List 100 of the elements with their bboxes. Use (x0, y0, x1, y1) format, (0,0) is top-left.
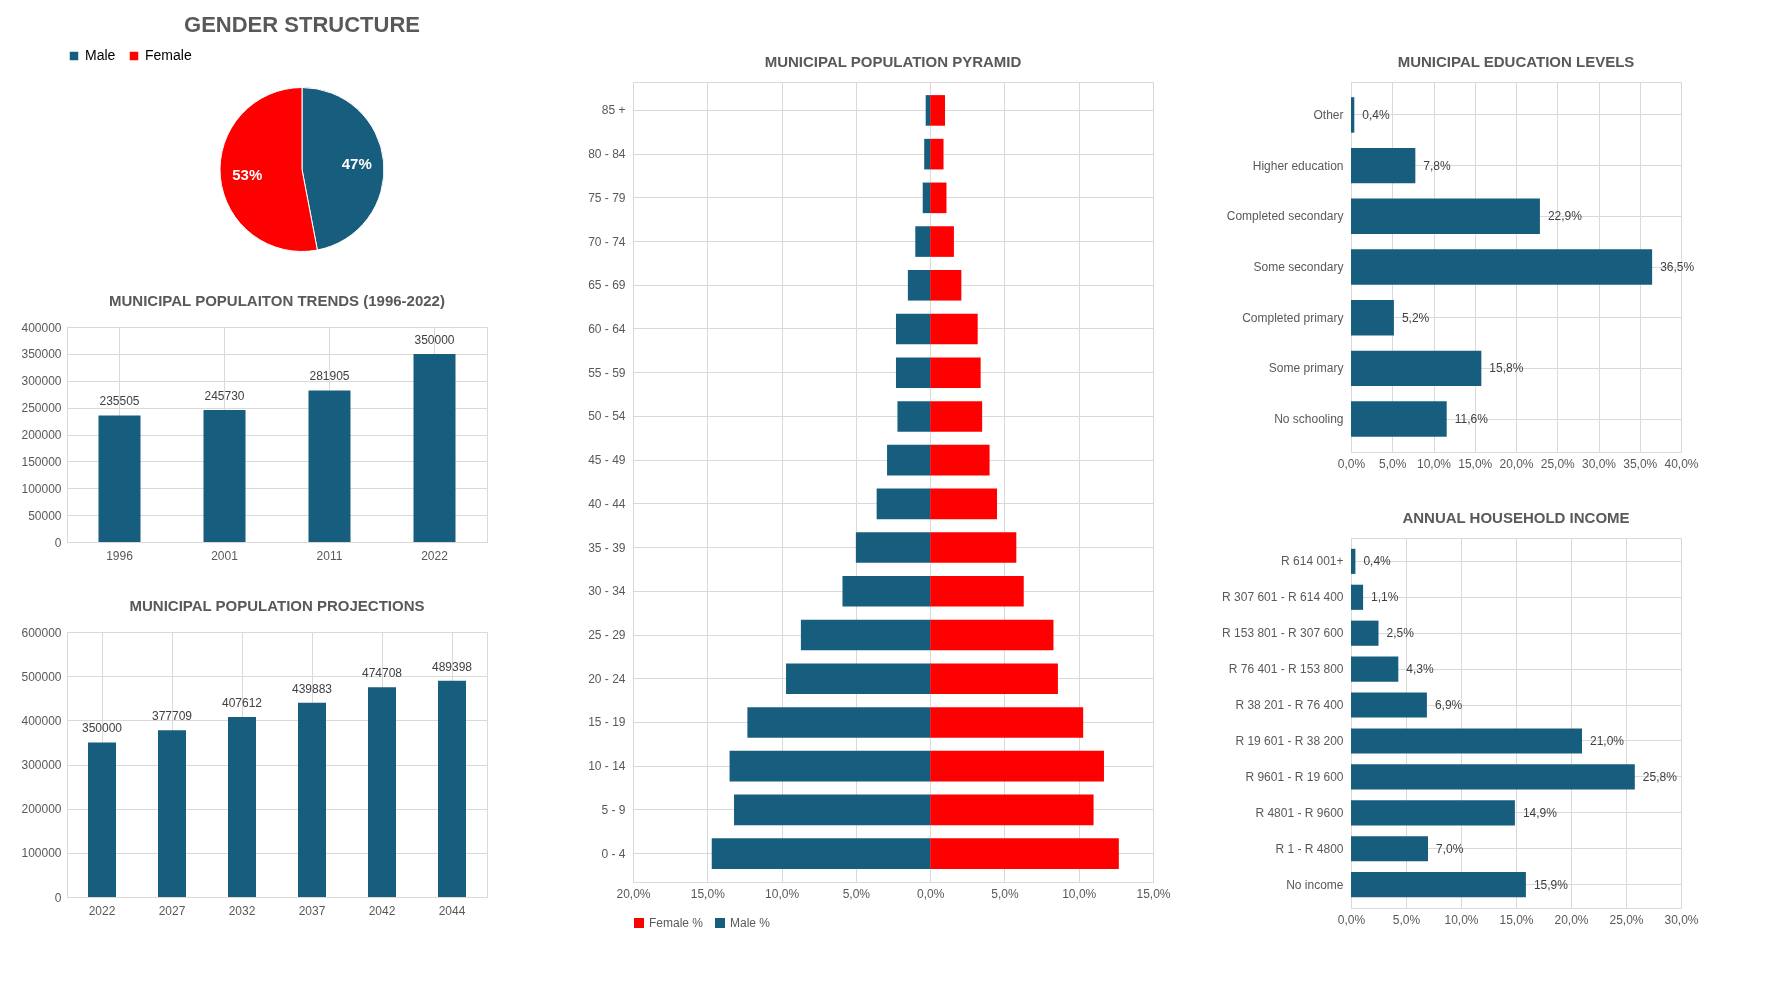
y-tick-label: 40 - 44 (588, 496, 626, 511)
x-tick-label: 2027 (158, 903, 186, 918)
chart-title: MUNICIPAL EDUCATION LEVELS (1397, 53, 1635, 70)
y-tick-label: 35 - 39 (588, 540, 626, 555)
data-label: 21,0% (1590, 733, 1625, 748)
bar (887, 444, 931, 476)
y-tick-label: 200000 (21, 802, 62, 817)
data-label: 15,8% (1489, 361, 1524, 376)
bar (298, 702, 326, 897)
y-tick-label: Some primary (1268, 361, 1344, 376)
y-tick-label: 600000 (21, 625, 62, 640)
x-tick-label: 0,0% (916, 886, 945, 901)
y-tick-label: 75 - 79 (588, 190, 626, 205)
bar (930, 226, 954, 257)
bar (786, 663, 931, 695)
y-tick-label: 350000 (21, 347, 62, 362)
legend-label: Female % (649, 916, 704, 930)
bar (930, 750, 1104, 782)
y-tick-label: 0 (54, 890, 62, 905)
bar (930, 95, 945, 126)
x-tick-label: 10,0% (765, 886, 800, 901)
x-tick-label: 5,0% (842, 886, 871, 901)
bar (1351, 620, 1379, 646)
bar (907, 269, 931, 301)
bar (88, 742, 116, 897)
bar (925, 95, 931, 126)
bar (1351, 548, 1356, 574)
y-tick-label: R 9601 - R 19 600 (1245, 769, 1344, 784)
bar (1351, 249, 1653, 285)
y-tick-label: 50 - 54 (588, 409, 626, 424)
y-tick-label: 400000 (21, 320, 62, 335)
data-label: 53% (232, 165, 263, 183)
y-tick-label: 0 (54, 535, 62, 550)
y-tick-label: No income (1286, 877, 1344, 892)
y-tick-label: 150000 (21, 454, 62, 469)
y-tick-label: R 19 601 - R 38 200 (1235, 733, 1344, 748)
x-tick-label: 1996 (106, 548, 134, 563)
bar (1351, 728, 1582, 754)
y-tick-label: Some secondary (1253, 260, 1344, 274)
bar (308, 390, 351, 542)
bar (1351, 836, 1428, 862)
bar (930, 707, 1084, 738)
bar (895, 313, 931, 345)
x-tick-label: 25,0% (1609, 912, 1644, 927)
bar (924, 138, 931, 170)
bar (930, 313, 978, 345)
bar (1351, 401, 1447, 437)
data-label: 0,4% (1362, 107, 1390, 122)
x-tick-label: 2011 (316, 548, 343, 563)
x-tick-label: 10,0% (1444, 912, 1479, 927)
y-tick-label: R 76 401 - R 153 800 (1228, 662, 1344, 677)
y-tick-label: 10 - 14 (588, 759, 626, 774)
bar (1351, 97, 1355, 133)
bar (1351, 198, 1540, 235)
data-label: 350000 (414, 332, 455, 347)
x-tick-label: 30,0% (1581, 456, 1617, 471)
legend-label: Male % (730, 916, 771, 930)
y-tick-label: 80 - 84 (588, 147, 626, 162)
y-tick-label: R 153 801 - R 307 600 (1222, 626, 1344, 641)
x-tick-label: 0,0% (1337, 912, 1366, 927)
y-tick-label: 50000 (28, 508, 62, 523)
x-tick-label: 0,0% (1337, 456, 1366, 471)
y-tick-label: R 614 001+ (1281, 554, 1344, 569)
data-label: 439883 (291, 681, 333, 696)
data-label: 235505 (99, 394, 140, 409)
y-tick-label: 0 - 4 (601, 846, 626, 861)
data-label: 22,9% (1547, 209, 1583, 224)
data-label: 5,2% (1401, 310, 1430, 325)
y-tick-label: 300000 (21, 374, 62, 389)
bar (228, 716, 256, 897)
data-label: 474708 (361, 666, 403, 681)
bar (158, 730, 186, 897)
x-tick-label: 15,0% (690, 886, 726, 901)
y-tick-label: 400000 (21, 713, 62, 728)
x-tick-label: 15,0% (1458, 456, 1493, 471)
y-tick-label: No schooling (1274, 412, 1344, 427)
bar (1351, 692, 1427, 718)
x-tick-label: 20,0% (1499, 456, 1534, 471)
bar (897, 401, 931, 432)
y-tick-label: Completed primary (1242, 310, 1344, 325)
x-tick-label: 2044 (438, 903, 466, 918)
x-tick-label: 5,0% (1379, 456, 1407, 471)
bar (1351, 872, 1526, 898)
bar (711, 838, 931, 869)
bar (855, 532, 931, 563)
x-tick-label: 2037 (298, 903, 326, 918)
bar (930, 401, 983, 432)
bar (930, 444, 990, 476)
y-tick-label: Higher education (1252, 158, 1344, 173)
y-tick-label: 500000 (21, 669, 62, 684)
y-tick-label: 25 - 29 (588, 628, 626, 643)
bar (1351, 584, 1364, 610)
y-tick-label: R 307 601 - R 614 400 (1222, 590, 1344, 605)
bar (930, 488, 997, 520)
chart-title: MUNICIPAL POPULATION PYRAMID (764, 53, 1022, 70)
data-label: 36,5% (1660, 260, 1695, 274)
chart-title: MUNICIPAL POPULAITON TRENDS (1996-2022) (109, 292, 445, 309)
chart-title: ANNUAL HOUSEHOLD INCOME (1402, 509, 1630, 526)
y-tick-label: Other (1313, 107, 1344, 122)
x-tick-label: 2001 (211, 548, 239, 563)
